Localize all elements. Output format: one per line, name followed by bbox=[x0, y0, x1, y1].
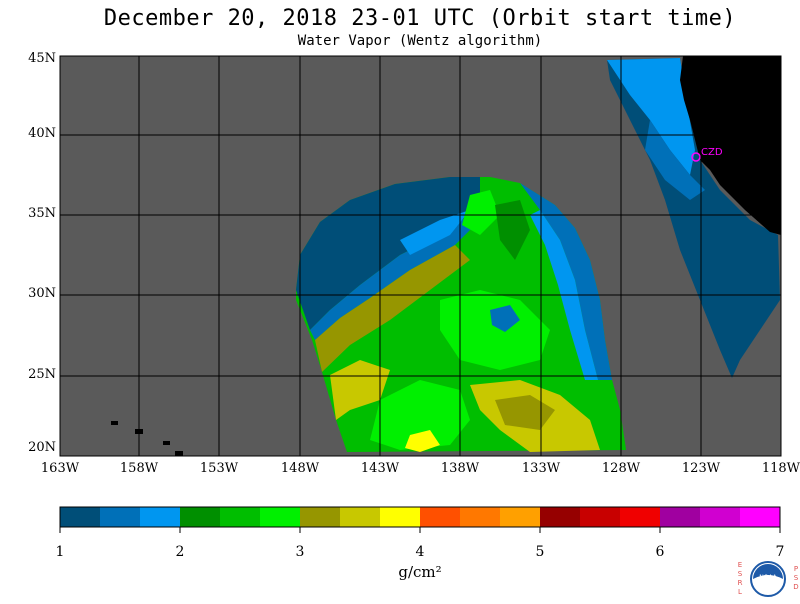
colorbar-tick-label: 6 bbox=[655, 544, 665, 560]
colorbar-tick-label: 2 bbox=[175, 544, 185, 560]
colorbar-swatch bbox=[220, 507, 261, 527]
colorbar-swatch bbox=[100, 507, 141, 527]
longitude-label: 148W bbox=[280, 461, 320, 476]
noaa-emblem-icon: NOAA bbox=[750, 561, 786, 597]
chart-subtitle: Water Vapor (Wentz algorithm) bbox=[297, 33, 543, 49]
latitude-label: 45N bbox=[28, 51, 56, 66]
colorbar-swatch bbox=[620, 507, 661, 527]
colorbar-swatch bbox=[580, 507, 621, 527]
map-frame bbox=[59, 55, 782, 457]
colorbar-swatch bbox=[420, 507, 461, 527]
colorbar-swatch bbox=[260, 507, 301, 527]
colorbar-swatch bbox=[140, 507, 181, 527]
colorbar-swatch bbox=[380, 507, 421, 527]
longitude-label: 123W bbox=[681, 461, 721, 476]
colorbar-swatch bbox=[60, 507, 101, 527]
longitude-label: 158W bbox=[119, 461, 159, 476]
map-grid bbox=[60, 56, 781, 456]
latitude-label: 30N bbox=[28, 286, 56, 301]
north-america-land bbox=[680, 56, 781, 235]
longitude-label: 133W bbox=[521, 461, 561, 476]
colorbar-tick-label: 5 bbox=[535, 544, 545, 560]
colorbar-swatch bbox=[340, 507, 381, 527]
longitude-label: 118W bbox=[761, 461, 800, 476]
latitude-label: 25N bbox=[28, 367, 56, 382]
colorbar-unit-label: g/cm² bbox=[398, 563, 442, 581]
chart-title: December 20, 2018 23-01 UTC (Orbit start… bbox=[103, 6, 737, 31]
colorbar bbox=[59, 506, 781, 533]
colorbar-swatch bbox=[700, 507, 741, 527]
colorbar-swatch bbox=[540, 507, 581, 527]
logo-center-text: NOAA bbox=[759, 574, 777, 581]
colorbar-swatch bbox=[460, 507, 501, 527]
colorbar-swatch bbox=[740, 507, 781, 527]
colorbar-tick-label: 1 bbox=[55, 544, 65, 560]
colorbar-tick-label: 4 bbox=[415, 544, 425, 560]
colorbar-tick-label: 3 bbox=[295, 544, 305, 560]
colorbar-swatch bbox=[500, 507, 541, 527]
longitude-label: 163W bbox=[40, 461, 80, 476]
longitude-label: 143W bbox=[360, 461, 400, 476]
colorbar-swatch bbox=[180, 507, 221, 527]
latitude-label: 35N bbox=[28, 206, 56, 221]
station-marker: CZD bbox=[691, 147, 723, 162]
colorbar-swatch bbox=[300, 507, 341, 527]
latitude-label: 40N bbox=[28, 126, 56, 141]
colorbar-swatch bbox=[660, 507, 701, 527]
coastal-swath bbox=[607, 58, 780, 378]
latitude-label: 20N bbox=[28, 440, 56, 455]
longitude-label: 138W bbox=[440, 461, 480, 476]
station-label: CZD bbox=[701, 147, 723, 158]
longitude-label: 153W bbox=[199, 461, 239, 476]
colorbar-tick-label: 7 bbox=[775, 544, 785, 560]
longitude-label: 128W bbox=[601, 461, 641, 476]
